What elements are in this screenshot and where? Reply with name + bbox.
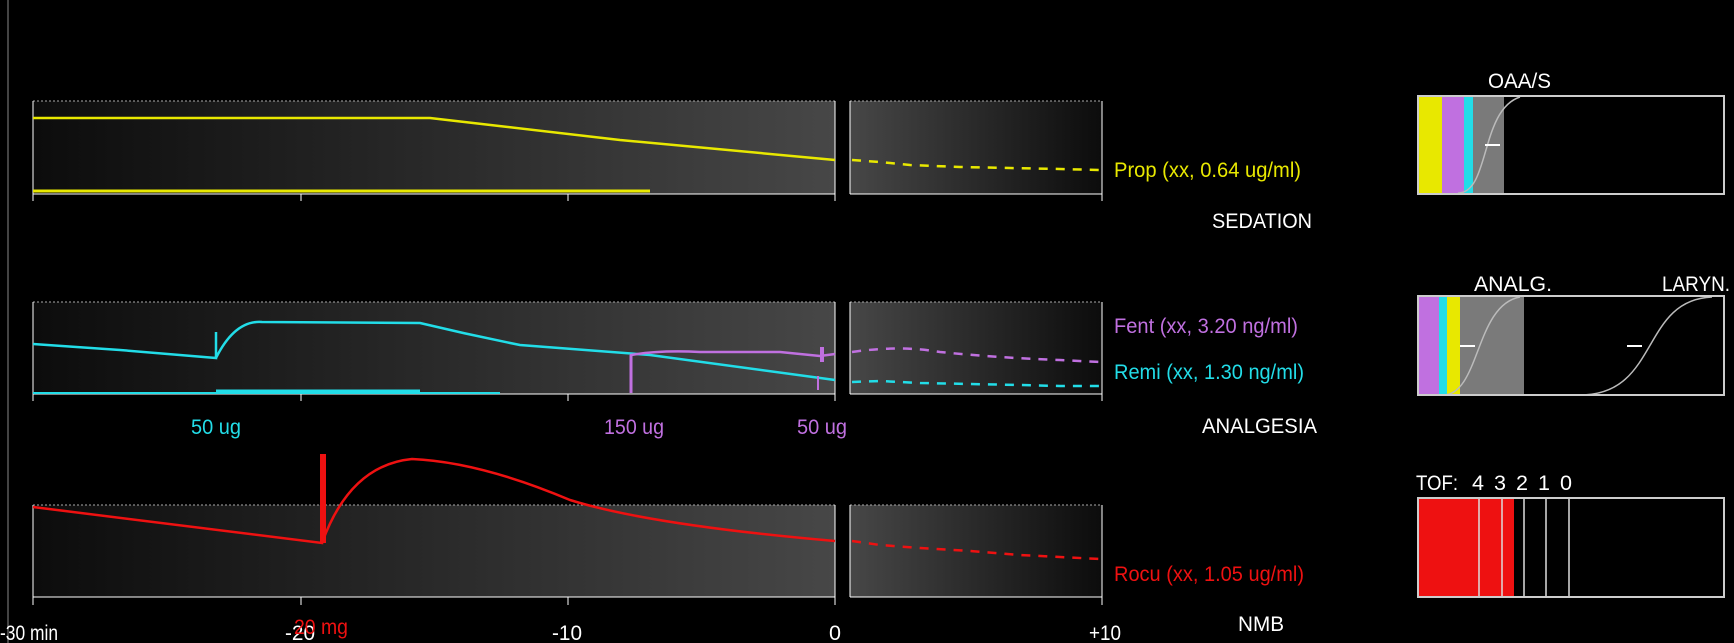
rocuronium-concentration-curve [32, 455, 836, 545]
fentanyl-prediction-curve [851, 347, 1101, 364]
tof-count-label: 2 [1516, 472, 1528, 495]
time-tick-label: +10 [1089, 622, 1121, 643]
tof-count-label: 3 [1494, 472, 1506, 495]
oaas-label: OAA/S [1488, 70, 1551, 93]
propofol-concentration-curve [33, 116, 836, 162]
rocuronium-dose-label: 20 mg [294, 616, 348, 639]
fentanyl-legend: Fent (xx, 3.20 ng/ml) [1114, 315, 1298, 338]
time-tick-label: -10 [552, 622, 582, 643]
tof-count-label: 4 [1472, 472, 1484, 495]
rocuronium-legend: Rocu (xx, 1.05 ug/ml) [1114, 563, 1304, 586]
tof-gauge-frame [1417, 497, 1725, 598]
sedation-prediction-area [850, 101, 1102, 194]
analg-fill-fentanyl [1418, 297, 1439, 395]
tof-count-label: 0 [1560, 472, 1572, 495]
analgesia-gauge: ANALG. LARYN. [1417, 273, 1730, 396]
remifentanil-prediction-curve [851, 379, 1100, 388]
analgesia-history-area [33, 302, 835, 394]
tof-count-label: 1 [1538, 472, 1550, 495]
analg-sigmoid-curve [1442, 296, 1521, 396]
oaas-fill-propofol [1418, 97, 1442, 193]
nmb-section-label: NMB [1238, 613, 1284, 636]
propofol-legend: Prop (xx, 0.64 ug/ml) [1114, 159, 1301, 182]
oaas-gauge: OAA/S [1417, 70, 1725, 195]
tof-fill-block [1418, 499, 1514, 597]
time-tick-label: 0 [829, 622, 841, 643]
analg-label: ANALG. [1474, 273, 1552, 296]
fentanyl-dose-label: 150 ug [604, 416, 664, 439]
fentanyl-concentration-curve [629, 350, 836, 392]
remifentanil-legend: Remi (xx, 1.30 ng/ml) [1114, 361, 1304, 384]
nmb-history-area [33, 505, 835, 597]
laryn-sigmoid-curve [1579, 296, 1713, 396]
time-tick-label: -20 [285, 622, 315, 643]
nmb-panel: Rocu (xx, 1.05 ug/ml) NMB [32, 454, 1304, 636]
tof-fill-partial [1502, 499, 1514, 597]
tof-gauge: TOF: 4 3 2 1 0 [1416, 472, 1725, 598]
analgesia-section-label: ANALGESIA [1202, 415, 1317, 438]
remifentanil-concentration-curve [32, 320, 836, 382]
oaas-sigmoid-curve [1457, 96, 1521, 194]
fentanyl-dose-label-2: 50 ug [797, 416, 847, 439]
oaas-gauge-frame [1417, 95, 1725, 195]
propofol-prediction-curve [851, 158, 1101, 172]
sedation-panel: Prop (xx, 0.64 ug/ml) SEDATION [32, 100, 1312, 233]
sedation-history-area [33, 101, 835, 194]
analg-fill-propofol [1447, 297, 1460, 395]
analgesia-gauge-frame [1417, 295, 1725, 396]
laryn-label: LARYN. [1662, 273, 1730, 296]
analg-fill-remifentanil [1439, 297, 1447, 395]
oaas-fill-remifentanil [1464, 97, 1473, 193]
remifentanil-dose-label: 50 ug [191, 416, 241, 439]
sedation-section-label: SEDATION [1212, 210, 1312, 233]
time-tick-label: -30 min [0, 622, 58, 643]
tof-label: TOF: [1416, 472, 1458, 495]
oaas-fill-fentanyl [1442, 97, 1464, 193]
time-axis: -30 min -20 -10 0 +10 20 mg [0, 616, 1121, 643]
rocuronium-prediction-curve [851, 539, 1101, 561]
analgesia-panel: Fent (xx, 3.20 ng/ml) Remi (xx, 1.30 ng/… [32, 301, 1317, 439]
